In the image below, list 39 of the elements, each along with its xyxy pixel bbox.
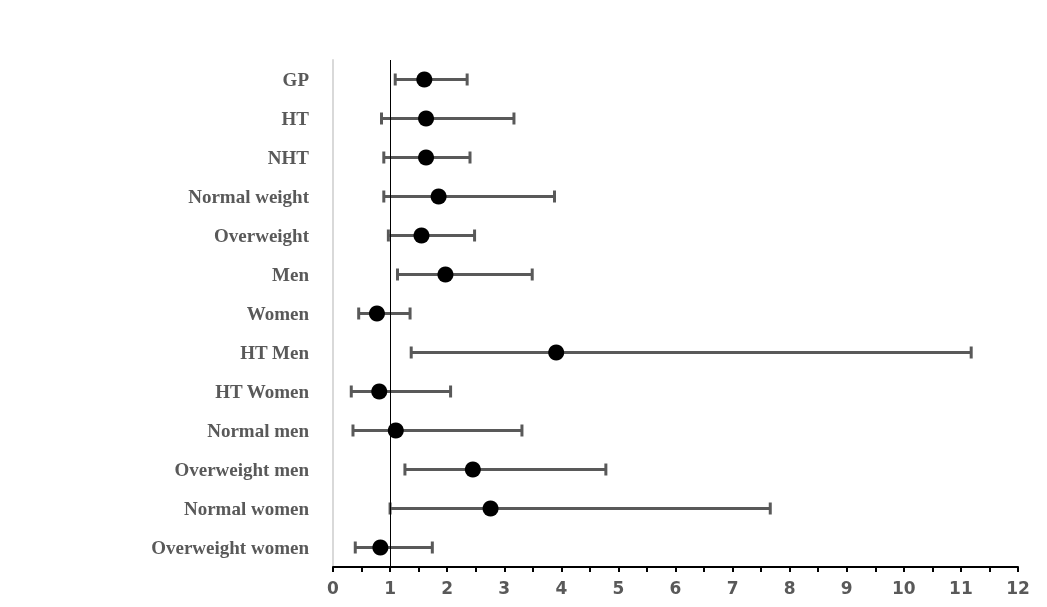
x-tick-label: 5 — [612, 577, 625, 598]
x-tick-label: 1 — [384, 577, 397, 598]
point — [413, 227, 430, 244]
x-tick-label: 2 — [441, 577, 454, 598]
x-tick-label: 12 — [1006, 577, 1030, 598]
y-tick-label: NHT — [267, 147, 310, 168]
point — [387, 422, 404, 439]
y-tick-label: HT — [281, 108, 310, 129]
y-tick-label: Overweight — [214, 225, 310, 246]
point — [437, 266, 454, 283]
x-tick-label: 4 — [555, 577, 568, 598]
point — [372, 539, 389, 556]
y-tick-label: Overweight women — [151, 537, 310, 558]
point — [368, 305, 385, 322]
x-tick-label: 9 — [840, 577, 853, 598]
x-tick-label: 6 — [669, 577, 682, 598]
point — [430, 188, 447, 205]
point — [371, 383, 388, 400]
y-tick-label: Men — [272, 264, 310, 285]
x-tick-label: 11 — [949, 577, 973, 598]
y-tick-label: Overweight men — [174, 459, 310, 480]
point — [548, 344, 565, 361]
x-tick-label: 3 — [498, 577, 511, 598]
point — [482, 500, 499, 517]
x-tick-label: 10 — [892, 577, 916, 598]
x-tick-label: 7 — [726, 577, 739, 598]
y-tick-label: Normal men — [207, 420, 310, 441]
point — [418, 149, 435, 166]
y-tick-label: Women — [246, 303, 310, 324]
x-tick-label: 0 — [327, 577, 340, 598]
point — [418, 110, 435, 127]
x-tick-label: 8 — [783, 577, 796, 598]
y-tick-label: HT Women — [215, 381, 310, 402]
y-tick-label: Normal weight — [188, 186, 310, 207]
point — [464, 461, 481, 478]
y-tick-label: GP — [282, 69, 310, 90]
point — [416, 71, 433, 88]
y-tick-label: Normal women — [183, 498, 310, 519]
y-tick-label: HT Men — [240, 342, 310, 363]
